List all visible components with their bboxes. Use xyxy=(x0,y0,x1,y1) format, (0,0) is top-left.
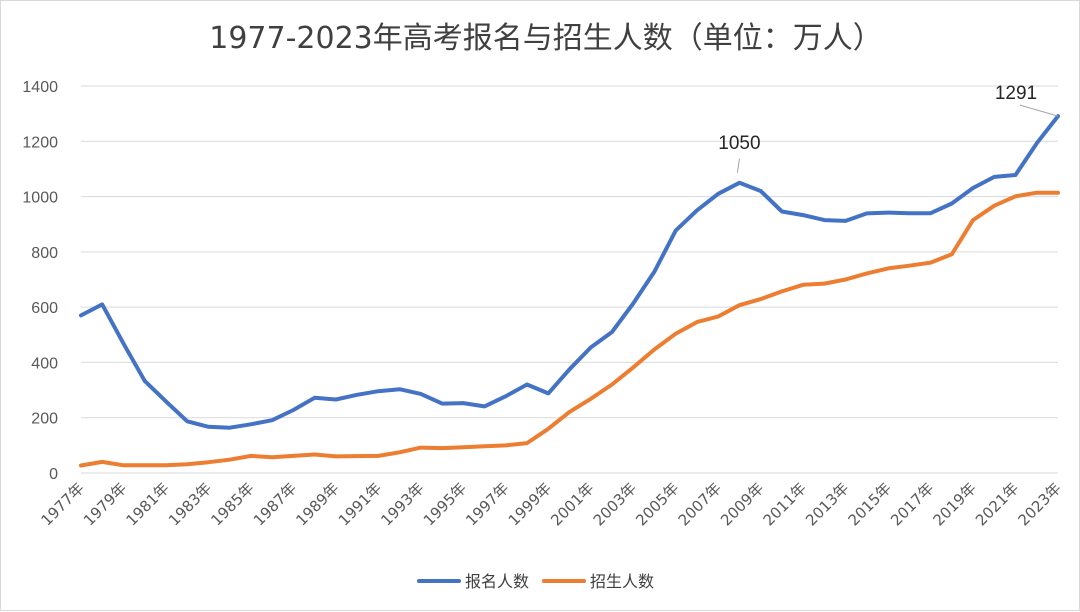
x-tick-label: 1983年 xyxy=(165,479,215,529)
x-tick-label: 2015年 xyxy=(845,479,895,529)
x-tick-label: 1989年 xyxy=(292,479,342,529)
x-tick-label: 1981年 xyxy=(122,479,172,529)
legend-label: 招生人数 xyxy=(590,572,654,591)
chart-title: 1977-2023年高考报名与招生人数（单位：万人） xyxy=(209,21,883,56)
series-line-applicants xyxy=(79,114,1060,430)
annotation-leader xyxy=(1019,104,1059,117)
x-tick-label: 2001年 xyxy=(547,479,597,529)
y-tick-label: 400 xyxy=(31,355,58,372)
x-tick-label: 1987年 xyxy=(250,479,300,529)
x-tick-label: 1999年 xyxy=(505,479,555,529)
y-tick-label: 800 xyxy=(31,245,58,262)
x-tick-label: 2005年 xyxy=(632,479,682,529)
x-tick-label: 1995年 xyxy=(420,479,470,529)
annotation-leader xyxy=(736,158,740,173)
x-tick-label: 2017年 xyxy=(887,479,937,529)
legend-label: 报名人数 xyxy=(465,572,529,591)
y-tick-label: 0 xyxy=(49,466,58,483)
series-line-admissions xyxy=(79,190,1060,468)
y-tick-label: 600 xyxy=(31,300,58,317)
data-label: 1291 xyxy=(995,83,1037,104)
data-label: 1050 xyxy=(718,133,760,154)
x-tick-label: 2019年 xyxy=(930,479,980,529)
x-tick-label: 2003年 xyxy=(590,479,640,529)
x-tick-label: 1977年 xyxy=(37,479,87,529)
x-tick-label: 2021年 xyxy=(972,479,1022,529)
y-tick-label: 1400 xyxy=(22,79,58,96)
x-tick-label: 1979年 xyxy=(80,479,130,529)
x-tick-label: 1997年 xyxy=(462,479,512,529)
x-tick-label: 2023年 xyxy=(1014,479,1064,529)
y-tick-label: 1000 xyxy=(22,190,58,207)
x-tick-label: 2007年 xyxy=(675,479,725,529)
x-tick-label: 2009年 xyxy=(717,479,767,529)
x-tick-label: 1993年 xyxy=(377,479,427,529)
y-tick-label: 200 xyxy=(31,411,58,428)
x-tick-label: 2011年 xyxy=(760,479,810,529)
x-tick-label: 2013年 xyxy=(802,479,852,529)
y-tick-label: 1200 xyxy=(22,134,58,151)
x-tick-label: 1991年 xyxy=(335,479,385,529)
x-tick-label: 1985年 xyxy=(207,479,257,529)
